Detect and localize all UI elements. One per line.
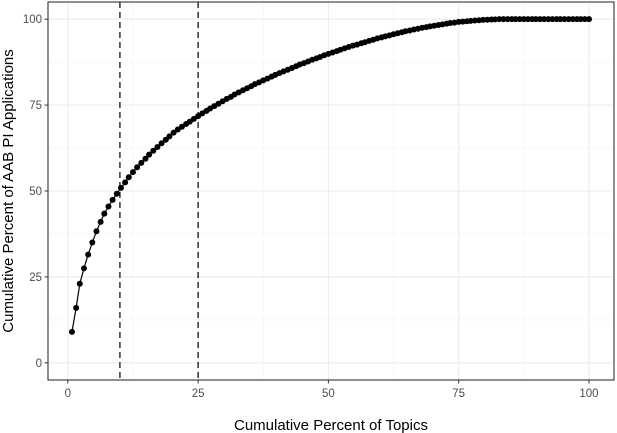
data-point xyxy=(154,144,161,151)
data-point xyxy=(166,133,173,140)
x-tick-label: 25 xyxy=(192,388,205,400)
y-tick-label: 100 xyxy=(23,14,42,26)
data-point xyxy=(146,151,153,158)
x-tick-label: 100 xyxy=(579,388,598,400)
data-point xyxy=(561,16,568,23)
y-tick-label: 75 xyxy=(29,100,42,112)
data-point xyxy=(581,16,588,23)
data-point xyxy=(109,196,116,203)
data-point xyxy=(93,228,100,235)
data-point xyxy=(97,218,104,225)
data-point xyxy=(520,16,527,23)
data-point xyxy=(105,203,112,210)
data-point xyxy=(532,16,539,23)
data-point xyxy=(525,16,532,23)
data-point xyxy=(504,16,511,23)
y-tick-label: 50 xyxy=(29,186,42,198)
data-point xyxy=(125,174,132,181)
data-point xyxy=(129,169,136,176)
y-axis-title: Cumulative Percent of AAB PI Application… xyxy=(0,49,17,332)
data-point xyxy=(500,16,507,23)
data-point xyxy=(170,129,177,136)
data-points xyxy=(68,16,592,335)
x-axis-title: Cumulative Percent of Topics xyxy=(234,417,428,433)
data-point xyxy=(545,16,552,23)
x-tick-label: 50 xyxy=(322,388,335,400)
axis-ticks: 0 25 50 75 100 0 25 50 75 100 xyxy=(23,14,599,400)
data-point xyxy=(577,16,584,23)
y-tick-label: 25 xyxy=(29,272,42,284)
data-point xyxy=(142,155,149,162)
x-tick-label: 75 xyxy=(452,388,465,400)
data-point xyxy=(516,16,523,23)
data-point xyxy=(73,304,80,311)
data-point xyxy=(113,190,120,197)
data-point xyxy=(68,328,75,335)
data-point xyxy=(536,16,543,23)
y-tick-label: 0 xyxy=(36,358,42,370)
data-point xyxy=(541,16,548,23)
data-point xyxy=(585,16,592,23)
x-tick-label: 0 xyxy=(65,388,71,400)
data-point xyxy=(85,251,92,258)
data-point xyxy=(134,164,141,171)
data-point xyxy=(150,147,157,154)
data-point xyxy=(101,210,108,217)
data-point xyxy=(158,140,165,147)
grid-lines xyxy=(48,2,614,380)
reference-lines xyxy=(119,2,199,380)
data-point xyxy=(512,16,519,23)
data-point xyxy=(122,179,129,186)
data-point xyxy=(76,280,83,287)
data-point xyxy=(117,184,124,191)
data-point xyxy=(496,16,503,23)
data-point xyxy=(549,16,556,23)
data-point xyxy=(565,16,572,23)
data-point xyxy=(569,16,576,23)
data-point xyxy=(89,239,96,246)
data-point xyxy=(557,16,564,23)
data-point xyxy=(138,159,145,166)
data-point xyxy=(80,265,87,272)
